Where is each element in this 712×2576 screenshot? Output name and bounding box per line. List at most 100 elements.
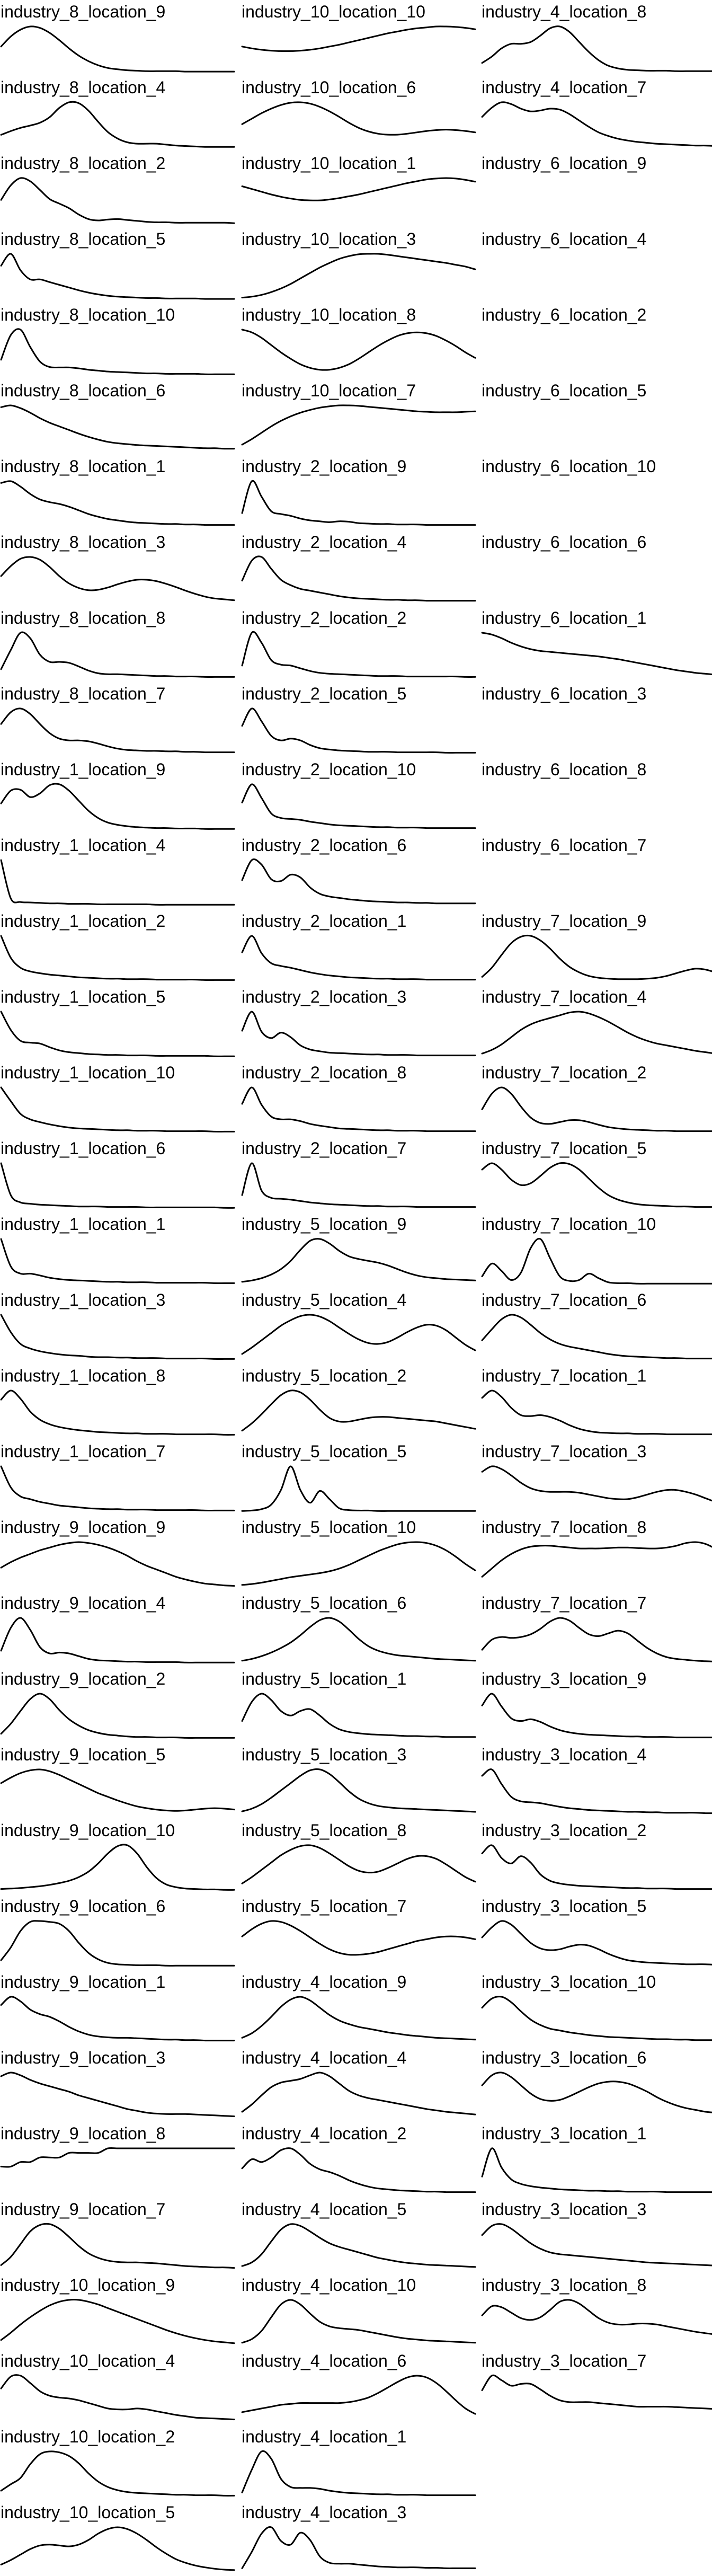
density-curve — [481, 2374, 712, 2410]
density-plot — [0, 1162, 235, 1209]
density-panel: industry_2_location_5 — [241, 682, 477, 756]
density-panel: industry_1_location_7 — [0, 1440, 236, 1514]
density-plot — [481, 1086, 712, 1132]
panel-title: industry_3_location_10 — [482, 1972, 656, 1991]
density-panel: industry_6_location_1 — [481, 606, 712, 680]
density-plot — [0, 2450, 235, 2497]
density-panel: industry_8_location_6 — [0, 379, 236, 453]
panel-title: industry_8_location_9 — [1, 2, 166, 21]
density-curve — [241, 1541, 476, 1586]
panel-title: industry_6_location_2 — [482, 305, 647, 324]
density-panel: industry_4_location_5 — [241, 2198, 477, 2272]
density-plot — [0, 253, 235, 300]
density-curve — [241, 404, 476, 446]
density-plot — [481, 1693, 712, 1739]
density-panel: industry_2_location_10 — [241, 758, 477, 832]
density-panel: industry_2_location_6 — [241, 834, 477, 908]
density-curve — [241, 480, 476, 526]
density-panel: industry_10_location_8 — [241, 303, 477, 377]
density-plot — [481, 326, 712, 378]
density-curve — [241, 101, 476, 136]
density-curve — [481, 1768, 712, 1814]
density-plot — [0, 1314, 235, 1360]
panel-title: industry_1_location_6 — [1, 1139, 166, 1158]
density-curve — [241, 2526, 476, 2569]
density-plot — [0, 25, 235, 73]
density-panel: industry_3_location_5 — [481, 1895, 712, 1969]
density-plot — [241, 2299, 476, 2344]
density-curve — [0, 480, 235, 526]
density-curve — [0, 1996, 235, 2042]
density-panel: industry_3_location_6 — [481, 2046, 712, 2120]
density-plot — [481, 1162, 712, 1208]
density-plot — [241, 1693, 476, 1738]
density-plot — [481, 1389, 712, 1436]
panel-title: industry_9_location_4 — [1, 1594, 166, 1613]
density-curve — [241, 1086, 476, 1132]
density-panel: industry_9_location_1 — [0, 1970, 236, 2044]
density-curve — [241, 1920, 476, 1956]
density-plot — [241, 329, 476, 371]
density-curve — [481, 2072, 712, 2113]
density-curve — [481, 1541, 712, 1578]
panel-title: industry_8_location_5 — [1, 229, 166, 249]
panel-title: industry_7_location_10 — [482, 1215, 656, 1234]
density-curve — [241, 1996, 476, 2041]
density-curve — [241, 177, 476, 201]
panel-title: industry_1_location_9 — [1, 760, 166, 779]
panel-title: industry_3_location_9 — [482, 1669, 647, 1688]
density-plot — [241, 480, 476, 526]
density-plot — [0, 1389, 235, 1436]
density-curve — [481, 1844, 712, 1890]
density-plot — [241, 2072, 476, 2115]
density-plot — [481, 25, 712, 72]
density-plot — [0, 631, 235, 678]
density-curve — [481, 1237, 712, 1285]
panel-title: industry_8_location_2 — [1, 154, 166, 173]
density-curve — [241, 1389, 476, 1432]
density-curve — [0, 783, 235, 830]
density-curve — [0, 556, 235, 601]
density-plot — [481, 478, 712, 530]
density-plot — [241, 2147, 476, 2193]
panel-title: industry_2_location_6 — [242, 836, 407, 855]
density-panel: industry_3_location_7 — [481, 2349, 712, 2423]
density-curve — [0, 859, 235, 906]
panel-title: industry_6_location_4 — [482, 229, 647, 249]
density-panel: industry_4_location_1 — [241, 2425, 477, 2499]
density-panel: industry_1_location_2 — [0, 909, 236, 984]
density-plot — [481, 2299, 712, 2335]
panel-title: industry_2_location_1 — [242, 911, 407, 931]
density-panel: industry_6_location_3 — [481, 682, 712, 756]
density-panel: industry_10_location_6 — [241, 76, 477, 150]
panel-title: industry_6_location_9 — [482, 154, 647, 173]
density-curve — [241, 2450, 476, 2497]
density-plot — [481, 1996, 712, 2041]
panel-title: industry_1_location_1 — [1, 1215, 166, 1234]
density-curve — [0, 253, 235, 300]
density-plot — [0, 2223, 235, 2269]
panel-title: industry_6_location_6 — [482, 533, 647, 552]
density-plot — [0, 480, 235, 526]
panel-title: industry_4_location_9 — [242, 1972, 407, 1991]
density-curve — [0, 1768, 235, 1812]
density-panel: industry_9_location_6 — [0, 1895, 236, 1969]
panel-title: industry_3_location_4 — [482, 1745, 647, 1764]
panel-title: industry_6_location_7 — [482, 836, 647, 855]
density-plot — [481, 705, 712, 757]
panel-title: industry_2_location_3 — [242, 987, 407, 1006]
panel-title: industry_8_location_8 — [1, 608, 166, 627]
density-plot — [481, 2147, 712, 2193]
density-panel: industry_2_location_3 — [241, 985, 477, 1059]
density-plot — [481, 1237, 712, 1285]
density-curve — [481, 1996, 712, 2041]
density-curve — [481, 2223, 712, 2267]
density-panel: industry_5_location_4 — [241, 1288, 477, 1362]
density-panel: industry_10_location_9 — [0, 2273, 236, 2348]
density-curve — [481, 934, 712, 980]
density-plot — [0, 1693, 235, 1739]
panel-title: industry_2_location_5 — [242, 684, 407, 703]
panel-title: industry_7_location_1 — [482, 1366, 647, 1385]
panel-title: industry_4_location_3 — [242, 2503, 407, 2522]
density-panel: industry_9_location_4 — [0, 1591, 236, 1666]
